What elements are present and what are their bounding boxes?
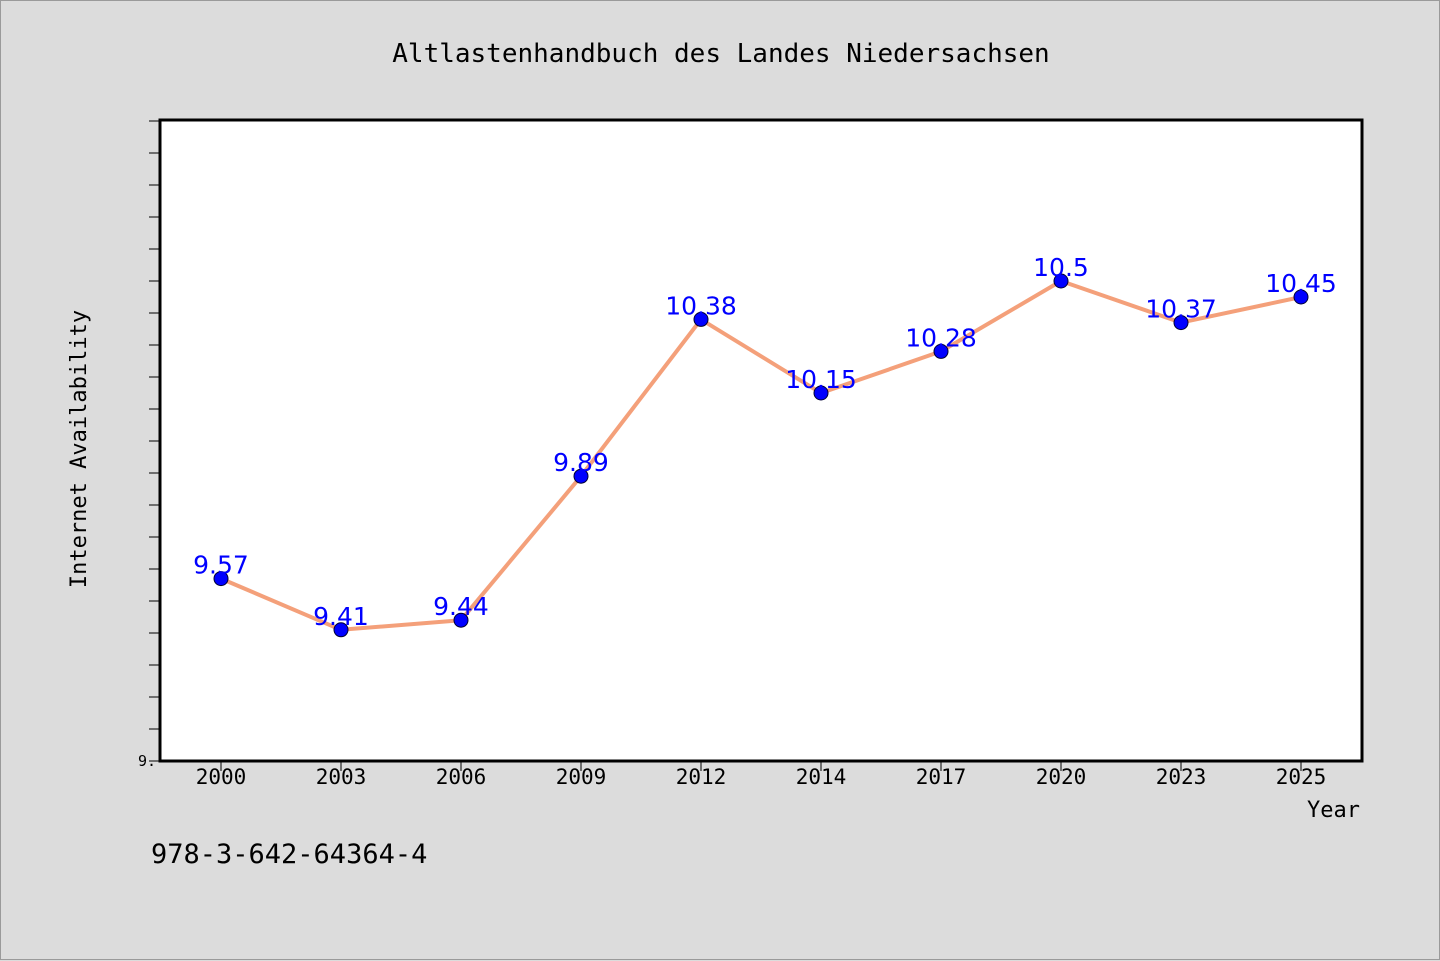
x-tick-label: 2006 — [436, 765, 487, 789]
x-axis-label: Year — [1307, 798, 1360, 823]
plot-area — [158, 118, 1364, 763]
data-point — [453, 612, 469, 628]
x-tick-label: 2012 — [676, 765, 727, 789]
data-label: 10.28 — [905, 323, 977, 352]
data-label: 9.89 — [553, 448, 609, 477]
series-line — [220, 279, 1302, 632]
data-label: 10.38 — [665, 291, 737, 320]
x-tick-label: 2025 — [1276, 765, 1327, 789]
data-point — [813, 385, 829, 401]
x-tick-label: 2000 — [196, 765, 247, 789]
data-point — [933, 343, 949, 359]
data-point — [213, 571, 229, 587]
data-label: 9.57 — [193, 551, 249, 580]
x-tick-label: 2003 — [316, 765, 367, 789]
data-point — [333, 622, 349, 638]
y-tick-label: 9. — [138, 752, 156, 770]
series-layer: 9.57 9.41 9.44 9.89 10.38 10.15 10.28 10.5 10.37… — [193, 253, 1337, 638]
y-axis-label: Internet Availability — [67, 310, 92, 588]
data-point — [1293, 289, 1309, 305]
data-point — [1053, 273, 1069, 289]
x-tick-label: 2020 — [1036, 765, 1087, 789]
data-label: 10.15 — [785, 365, 857, 394]
x-tick-label: 2017 — [916, 765, 967, 789]
isbn-text: 978-3-642-64364-4 — [151, 839, 427, 870]
data-label: 10.45 — [1265, 269, 1337, 298]
data-label: 9.44 — [433, 592, 489, 621]
data-point — [1173, 315, 1189, 331]
y-axis-ticks: 9. — [138, 120, 160, 770]
data-point — [573, 468, 589, 484]
x-axis-ticks: 2000 2003 2006 2009 2012 2014 2017 2020 2023 2025 — [196, 762, 1327, 789]
data-point — [693, 311, 709, 327]
data-label: 10.5 — [1033, 253, 1089, 282]
x-tick-label: 2023 — [1156, 765, 1207, 789]
chart-title: Altlastenhandbuch des Landes Niedersachs… — [392, 39, 1049, 69]
x-tick-label: 2014 — [796, 765, 847, 789]
data-label: 10.37 — [1145, 295, 1217, 324]
x-tick-label: 2009 — [556, 765, 607, 789]
data-label: 9.41 — [313, 602, 369, 631]
